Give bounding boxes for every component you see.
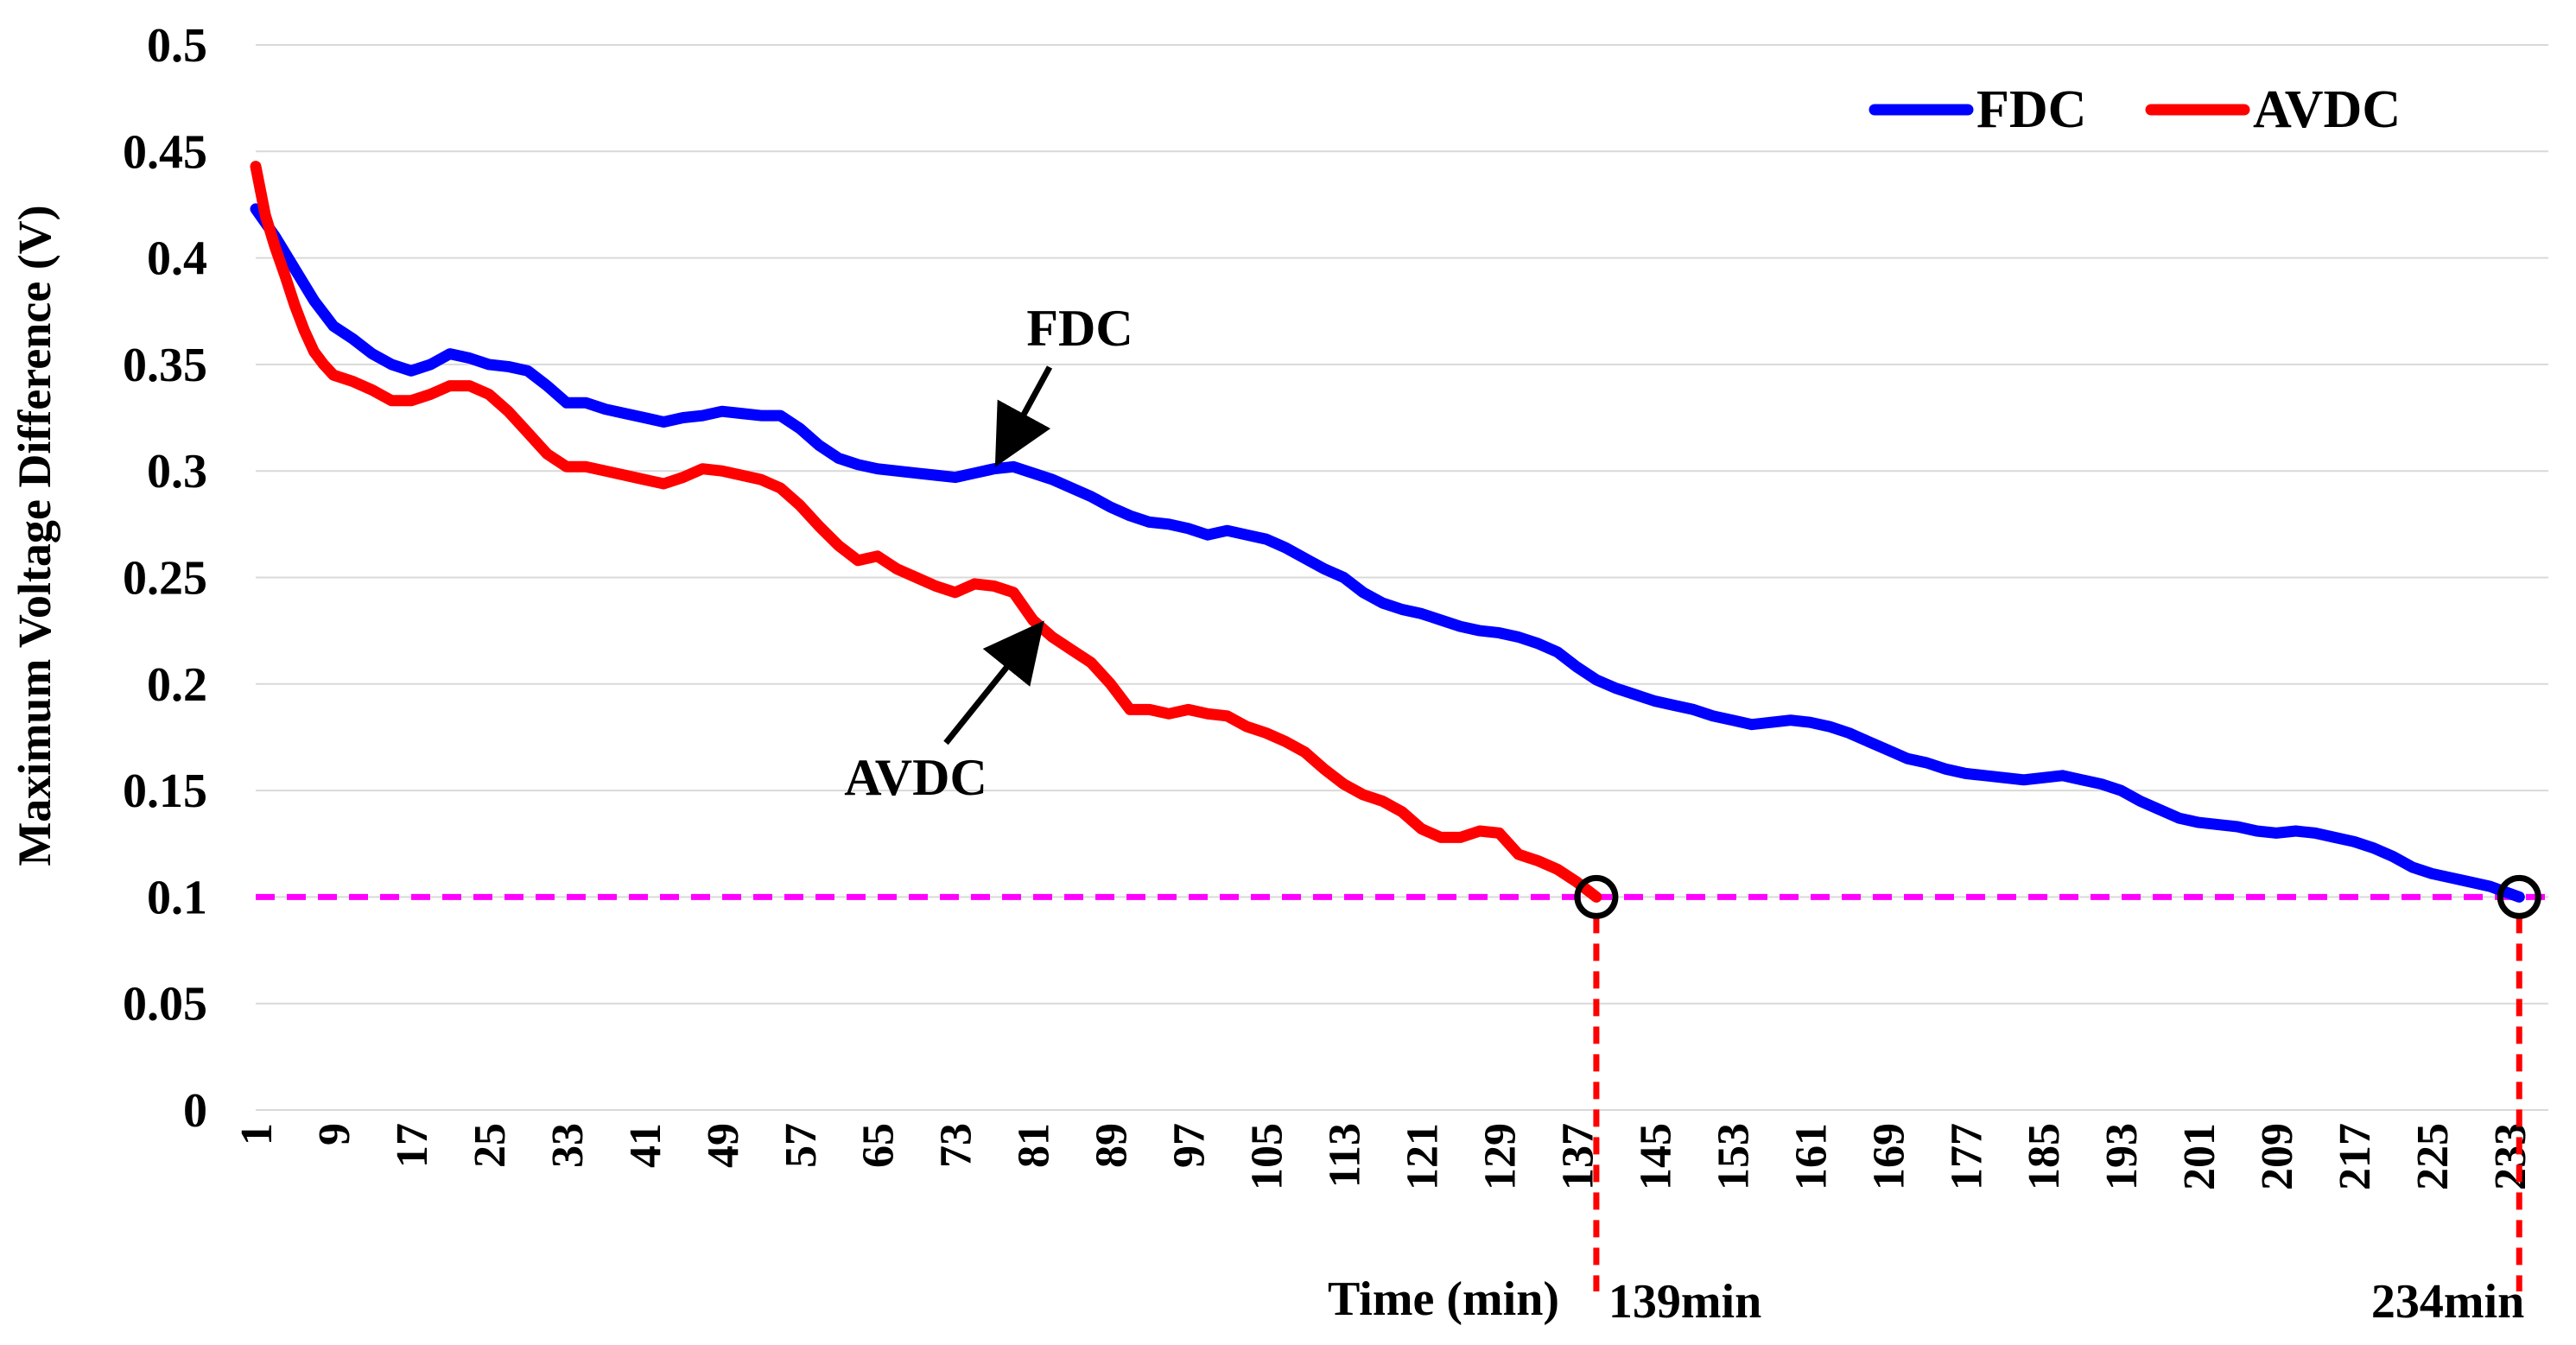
series-line-fdc bbox=[250, 203, 2525, 903]
markers-layer: 139min 234min bbox=[1574, 874, 2541, 1329]
end-marker-circle bbox=[1574, 874, 1619, 919]
y-axis-ticks: 0 0.05 0.1 0.15 0.2 0.25 0.3 0.35 0.4 0.45 0.5 bbox=[123, 19, 207, 1138]
x-tick-label: 41 bbox=[621, 1123, 670, 1168]
x-tick-label: 9 bbox=[310, 1123, 359, 1145]
x-tick-label: 201 bbox=[2175, 1123, 2224, 1190]
x-tick-label: 233 bbox=[2486, 1123, 2535, 1190]
y-tick-label: 0.3 bbox=[147, 445, 207, 498]
x-tick-label: 105 bbox=[1243, 1123, 1292, 1190]
series-layer bbox=[250, 161, 2525, 903]
annotation-label-fdc: FDC bbox=[1026, 300, 1133, 357]
annotations-layer: FDC AVDC bbox=[844, 300, 1133, 806]
annotation-arrow-avdc bbox=[943, 620, 1044, 745]
x-tick-label: 17 bbox=[388, 1123, 437, 1168]
x-tick-label: 185 bbox=[2020, 1123, 2069, 1190]
x-tick-label: 1 bbox=[232, 1123, 282, 1145]
y-axis-label: Maximum Voltage Difference (V) bbox=[9, 205, 60, 866]
y-tick-label: 0 bbox=[183, 1084, 207, 1138]
x-tick-label: 81 bbox=[1010, 1123, 1059, 1168]
y-tick-label: 0.1 bbox=[147, 871, 207, 924]
x-tick-label: 113 bbox=[1321, 1123, 1370, 1188]
gridlines bbox=[256, 44, 2548, 1111]
annotation-label-avdc: AVDC bbox=[844, 749, 987, 806]
legend-label-avdc: AVDC bbox=[2253, 80, 2401, 139]
x-tick-label: 97 bbox=[1165, 1123, 1215, 1168]
y-tick-label: 0.5 bbox=[147, 19, 207, 73]
x-tick-label: 161 bbox=[1786, 1123, 1836, 1190]
x-tick-label: 169 bbox=[1864, 1123, 1913, 1190]
annotation-arrow-fdc bbox=[994, 365, 1053, 467]
x-tick-label: 33 bbox=[543, 1123, 593, 1168]
x-tick-label: 65 bbox=[854, 1123, 904, 1168]
legend: FDC AVDC bbox=[1869, 80, 2401, 139]
x-axis-label: Time (min) bbox=[1328, 1272, 1559, 1326]
y-tick-label: 0.05 bbox=[123, 978, 207, 1031]
y-tick-label: 0.45 bbox=[123, 125, 207, 179]
x-tick-label: 129 bbox=[1475, 1123, 1525, 1190]
x-tick-label: 57 bbox=[777, 1123, 826, 1168]
x-tick-label: 121 bbox=[1398, 1123, 1447, 1190]
x-tick-label: 25 bbox=[466, 1123, 515, 1168]
x-tick-label: 145 bbox=[1631, 1123, 1680, 1190]
x-tick-label: 153 bbox=[1709, 1123, 1758, 1190]
x-tick-label: 193 bbox=[2097, 1123, 2147, 1190]
x-tick-label: 217 bbox=[2331, 1123, 2380, 1190]
x-tick-label: 225 bbox=[2408, 1123, 2458, 1190]
y-tick-label: 0.25 bbox=[123, 552, 207, 606]
end-marker-circle bbox=[2497, 874, 2541, 919]
y-tick-label: 0.4 bbox=[147, 232, 207, 286]
x-tick-label: 89 bbox=[1088, 1123, 1137, 1168]
series-line-avdc bbox=[250, 161, 1602, 903]
x-tick-label: 177 bbox=[1942, 1123, 1991, 1190]
end-marker-label: 234min bbox=[2371, 1275, 2524, 1329]
y-tick-label: 0.15 bbox=[123, 764, 207, 818]
x-tick-label: 49 bbox=[699, 1123, 748, 1168]
x-tick-label: 209 bbox=[2253, 1123, 2302, 1190]
end-marker-label: 139min bbox=[1608, 1275, 1761, 1329]
x-tick-label: 73 bbox=[932, 1123, 981, 1168]
y-tick-label: 0.35 bbox=[123, 339, 207, 392]
x-axis-ticks: 1 9 17 25 33 41 49 57 65 73 81 89 97 105 113 121 129 137 1… bbox=[232, 1123, 2535, 1190]
legend-label-fdc: FDC bbox=[1976, 80, 2086, 139]
y-tick-label: 0.2 bbox=[147, 658, 207, 712]
